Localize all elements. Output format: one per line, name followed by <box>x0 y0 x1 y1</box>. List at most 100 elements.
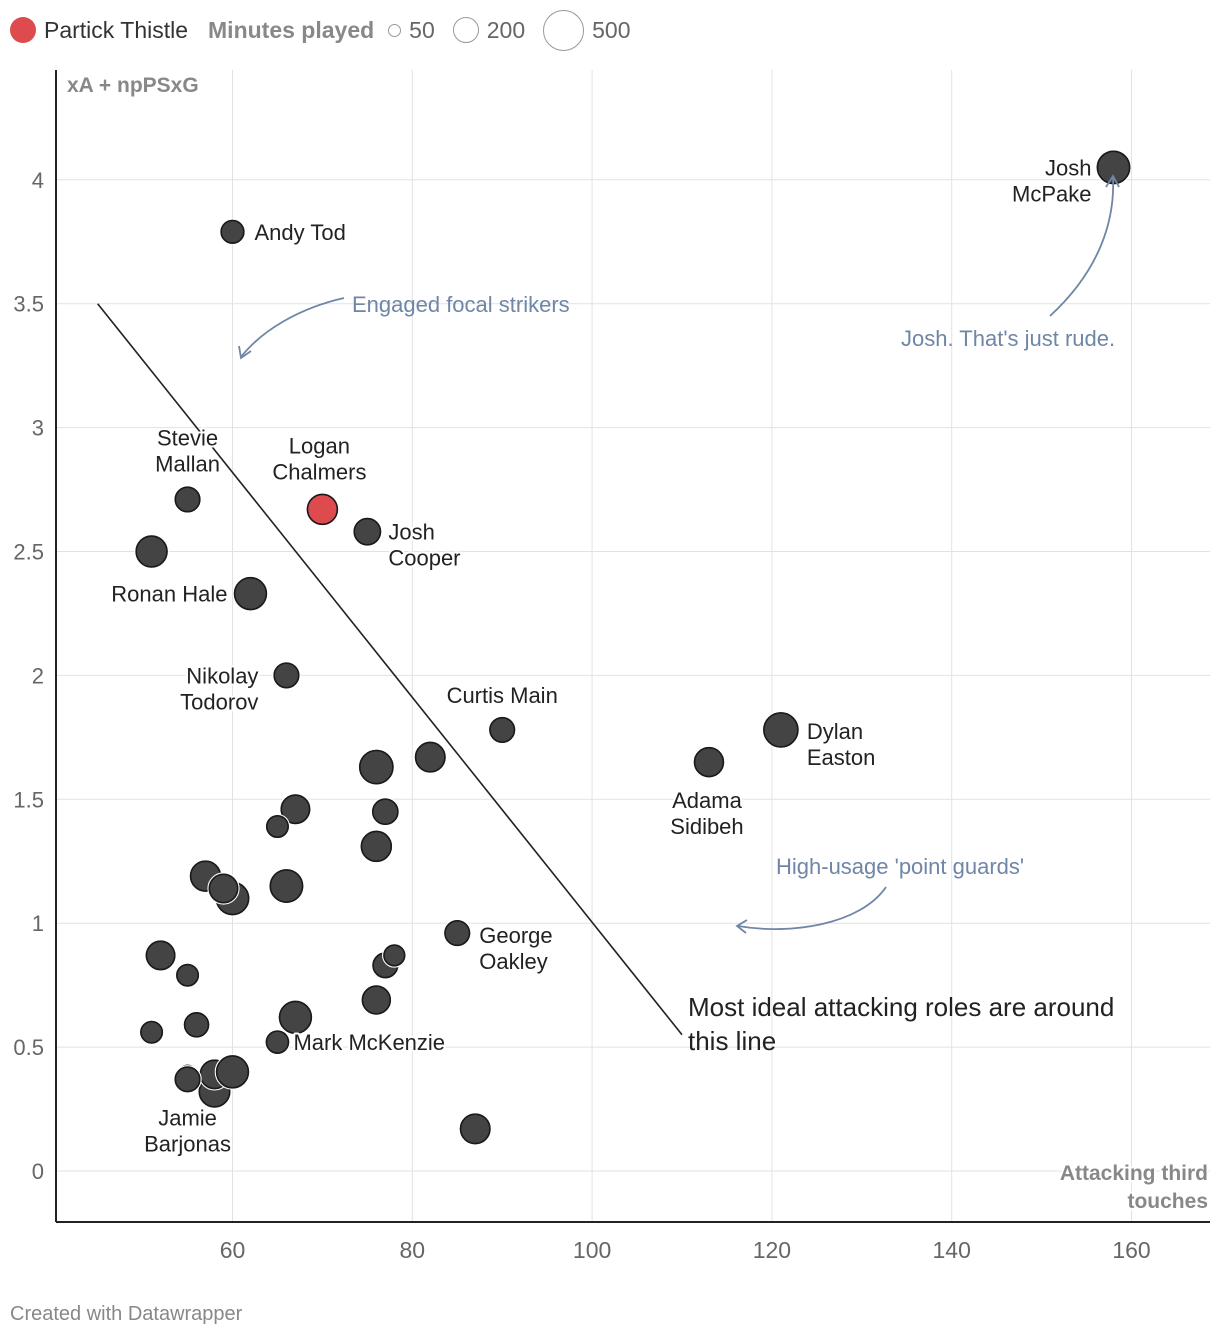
data-point <box>357 748 395 786</box>
point-label-josh-mcpake-line: Josh <box>1045 155 1091 180</box>
data-point-labeled-outline <box>444 920 471 947</box>
data-point-labeled-outline <box>174 486 201 513</box>
data-point <box>370 797 400 827</box>
data-point-outline <box>140 1020 164 1044</box>
data-point-outline <box>135 535 168 568</box>
data-point-labeled-outline <box>265 1030 290 1054</box>
point-label-logan-chalmers: Logan Chalmers <box>272 433 366 484</box>
data-point <box>458 1112 492 1146</box>
annotation-point-guards: High-usage 'point guards' <box>776 854 1024 879</box>
legend-size-item-small: 50 <box>388 17 435 44</box>
data-point-outline <box>360 830 393 863</box>
x-tick-label: 60 <box>220 1237 246 1263</box>
data-point <box>174 962 201 988</box>
data-point-outline <box>269 869 304 903</box>
data-point-labeled <box>173 1065 202 1094</box>
legend-size-circle-large <box>543 9 585 51</box>
y-axis-title: xA + npPSxG <box>67 74 199 97</box>
y-tick-label: 1 <box>32 911 44 936</box>
data-point-outline <box>371 798 399 826</box>
trend-line <box>97 303 683 1036</box>
legend-size-circle-medium <box>452 17 479 43</box>
data-point <box>207 872 240 905</box>
data-point-outline <box>383 944 406 967</box>
point-label-josh-cooper: Josh Cooper <box>388 520 460 571</box>
legend-size-label-small: 50 <box>409 16 435 43</box>
data-point-labeled <box>761 710 800 749</box>
legend-size-label-medium: 200 <box>486 16 526 43</box>
data-point <box>359 829 394 864</box>
data-point <box>277 999 314 1036</box>
arrow-josh-rude <box>1049 176 1115 317</box>
legend-size-circle-small <box>388 23 402 37</box>
point-label-ronan-hale-line: Ronan Hale <box>111 582 227 607</box>
point-label-stevie-mallan: Stevie Mallan <box>155 425 220 476</box>
data-point-labeled-outline <box>174 1066 201 1093</box>
point-label-logan-chalmers-line: Chalmers <box>272 459 366 484</box>
data-point-labeled <box>352 516 383 547</box>
point-label-adama-sidibeh: Adama Sidibeh <box>670 788 743 839</box>
point-label-curtis-main: Curtis Main <box>447 683 558 708</box>
annotation-engaged-strikers: Engaged focal strikers <box>352 292 570 317</box>
legend: Partick Thistle Minutes played 50 200 50… <box>10 9 649 51</box>
data-point <box>279 793 312 826</box>
legend-size-item-large: 500 <box>543 9 631 51</box>
arrow-engaged-strikers-head <box>238 345 252 360</box>
x-axis-title-line: Attacking third <box>1060 1162 1208 1185</box>
point-label-curtis-main-line: Curtis Main <box>447 683 558 708</box>
data-point-labeled <box>692 745 726 779</box>
x-tick-label: 120 <box>753 1237 791 1263</box>
data-point <box>360 984 393 1016</box>
data-point-labeled <box>219 218 246 246</box>
data-point <box>268 867 305 905</box>
annotation-ideal-roles-line: Most ideal attacking roles are around <box>688 992 1114 1022</box>
point-label-jamie-barjonas-line: Jamie <box>158 1105 217 1130</box>
data-point-labeled <box>264 1029 291 1056</box>
point-label-ronan-hale: Ronan Hale <box>111 582 227 607</box>
point-label-george-oakley: George Oakley <box>479 923 552 974</box>
data-point <box>134 534 169 569</box>
x-tick-label: 160 <box>1112 1237 1150 1263</box>
data-point-labeled-outline <box>220 219 245 244</box>
y-tick-label: 4 <box>32 168 44 193</box>
data-point-outline <box>265 815 289 839</box>
grid: 60 80 100 120 140 160 0 0.5 1 1.5 2 2.5 3 3.5 4 <box>13 70 1210 1263</box>
data-point-labeled-outline <box>763 712 799 748</box>
data-point-highlight <box>305 492 340 527</box>
point-label-nikolay-todorov: Nikolay Todorov <box>180 663 258 714</box>
annotations-group: Engaged focal strikers Josh. That's just … <box>238 174 1120 1056</box>
legend-size-title: Minutes played <box>208 16 375 43</box>
x-axis-title-line: touches <box>1127 1190 1208 1213</box>
legend-size-item-medium: 200 <box>452 16 526 44</box>
point-label-logan-chalmers-line: Logan <box>289 433 350 458</box>
data-point-outline <box>278 1000 313 1035</box>
x-tick-label: 80 <box>400 1237 426 1263</box>
point-label-dylan-easton-line: Dylan <box>807 719 863 744</box>
data-point-labeled-outline <box>693 746 725 778</box>
data-point <box>182 1010 211 1039</box>
footer-credit: Created with Datawrapper <box>10 1303 243 1325</box>
data-point-outline <box>183 1012 210 1038</box>
data-point-outline <box>361 985 392 1015</box>
data-point-outline <box>176 963 200 987</box>
point-label-stevie-mallan-line: Stevie <box>157 425 218 450</box>
annotation-josh-rude: Josh. That's just rude. <box>901 326 1115 351</box>
trend-line-group <box>97 303 683 1036</box>
y-tick-label: 2 <box>32 663 44 688</box>
point-label-josh-mcpake-line: McPake <box>1012 181 1091 206</box>
data-point-highlight-outline <box>306 493 339 526</box>
data-point-labeled-outline <box>273 662 300 689</box>
legend-size-label-large: 500 <box>592 16 631 43</box>
data-point-outline <box>358 749 394 785</box>
axes: xA + npPSxG Attacking third touches <box>55 70 1210 1223</box>
point-label-adama-sidibeh-line: Sidibeh <box>670 814 743 839</box>
data-point-labeled <box>272 661 301 690</box>
point-label-josh-cooper-line: Cooper <box>388 546 460 571</box>
point-label-adama-sidibeh-line: Adama <box>672 788 742 813</box>
annotation-ideal-roles-line: this line <box>688 1026 776 1056</box>
point-label-mark-mckenzie: Mark McKenzie <box>293 1030 445 1055</box>
arrow-point-guards-head <box>735 919 748 934</box>
data-point <box>264 813 291 840</box>
